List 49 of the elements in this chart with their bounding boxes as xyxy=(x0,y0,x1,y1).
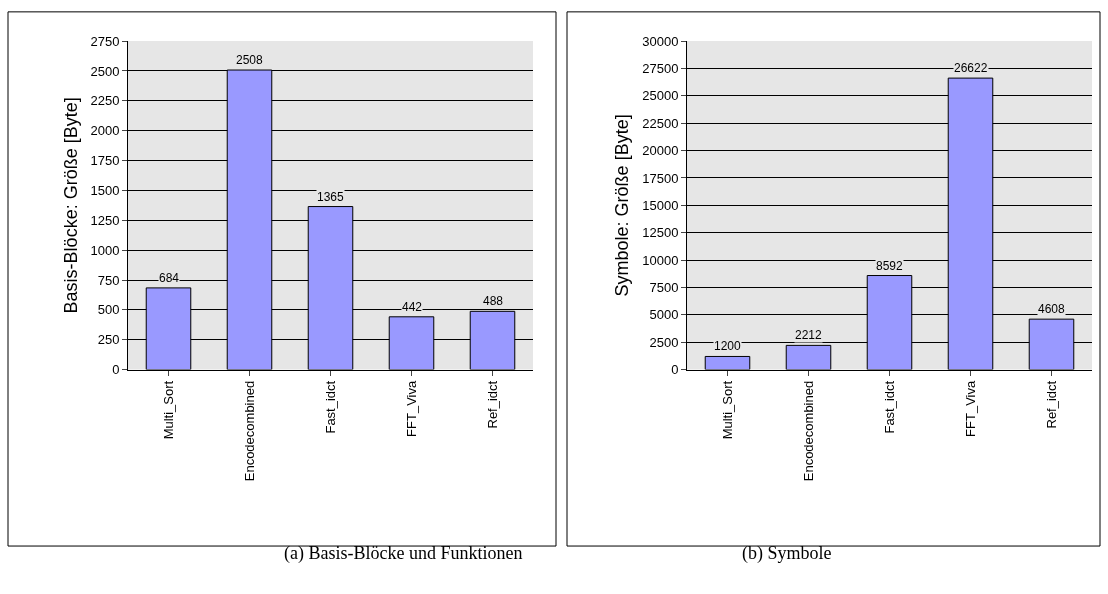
x-tick-label: Ref_idct xyxy=(484,380,500,429)
y-tick-label: 2500 xyxy=(649,334,679,350)
x-tick-label: Ref_idct xyxy=(1043,380,1059,429)
y-tick-label: 1000 xyxy=(90,242,120,258)
y-tick-label: 250 xyxy=(97,332,120,348)
y-axis-title: Symbole: Größe [Byte] xyxy=(612,114,633,297)
y-tick-label: 20000 xyxy=(642,143,679,159)
x-tick-label: Fast_idct xyxy=(881,380,897,434)
data-label: 488 xyxy=(483,294,504,308)
y-tick-label: 30000 xyxy=(642,33,679,49)
y-tick-label: 1750 xyxy=(90,153,120,169)
data-label: 442 xyxy=(402,300,423,314)
y-tick-label: 12500 xyxy=(642,225,679,241)
y-tick-label: 17500 xyxy=(642,170,679,186)
y-tick-label: 5000 xyxy=(649,307,679,323)
y-tick-label: 22500 xyxy=(642,115,679,131)
y-tick-label: 0 xyxy=(112,362,120,378)
x-tick-label: Fast_idct xyxy=(322,380,338,434)
y-tick-label: 2750 xyxy=(90,33,120,49)
y-axis-title: Basis-Blöcke: Größe [Byte] xyxy=(60,97,81,314)
data-label: 26622 xyxy=(954,61,988,75)
y-tick-label: 2500 xyxy=(90,63,120,79)
x-tick-label: FFT_Viva xyxy=(962,380,978,437)
y-tick-label: 2000 xyxy=(90,123,120,139)
y-tick-label: 500 xyxy=(97,302,120,318)
x-tick-label: Encodecombined xyxy=(800,380,816,482)
data-label: 2212 xyxy=(795,328,823,342)
data-label: 8592 xyxy=(876,259,904,273)
y-tick-label: 25000 xyxy=(642,88,679,104)
y-tick-label: 7500 xyxy=(649,280,679,296)
y-tick-label: 2250 xyxy=(90,93,120,109)
data-label: 4608 xyxy=(1038,302,1066,316)
data-label: 1200 xyxy=(714,339,742,353)
text: (a) Basis-Blöcke und Funktionen xyxy=(284,543,523,564)
y-tick-label: 750 xyxy=(97,272,120,288)
data-label: 2508 xyxy=(236,53,264,67)
y-tick-label: 1500 xyxy=(90,182,120,198)
y-tick-label: 0 xyxy=(671,362,679,378)
text: (b) Symbole xyxy=(742,543,832,564)
y-tick-label: 15000 xyxy=(642,197,679,213)
y-tick-label: 10000 xyxy=(642,252,679,268)
data-label: 1365 xyxy=(317,190,345,204)
x-tick-label: Multi_Sort xyxy=(719,380,735,440)
y-tick-label: 27500 xyxy=(642,61,679,77)
y-tick-label: 1250 xyxy=(90,212,120,228)
data-label: 684 xyxy=(159,271,180,285)
x-tick-label: FFT_Viva xyxy=(403,380,419,437)
x-tick-label: Multi_Sort xyxy=(160,380,176,440)
x-tick-label: Encodecombined xyxy=(241,380,257,482)
